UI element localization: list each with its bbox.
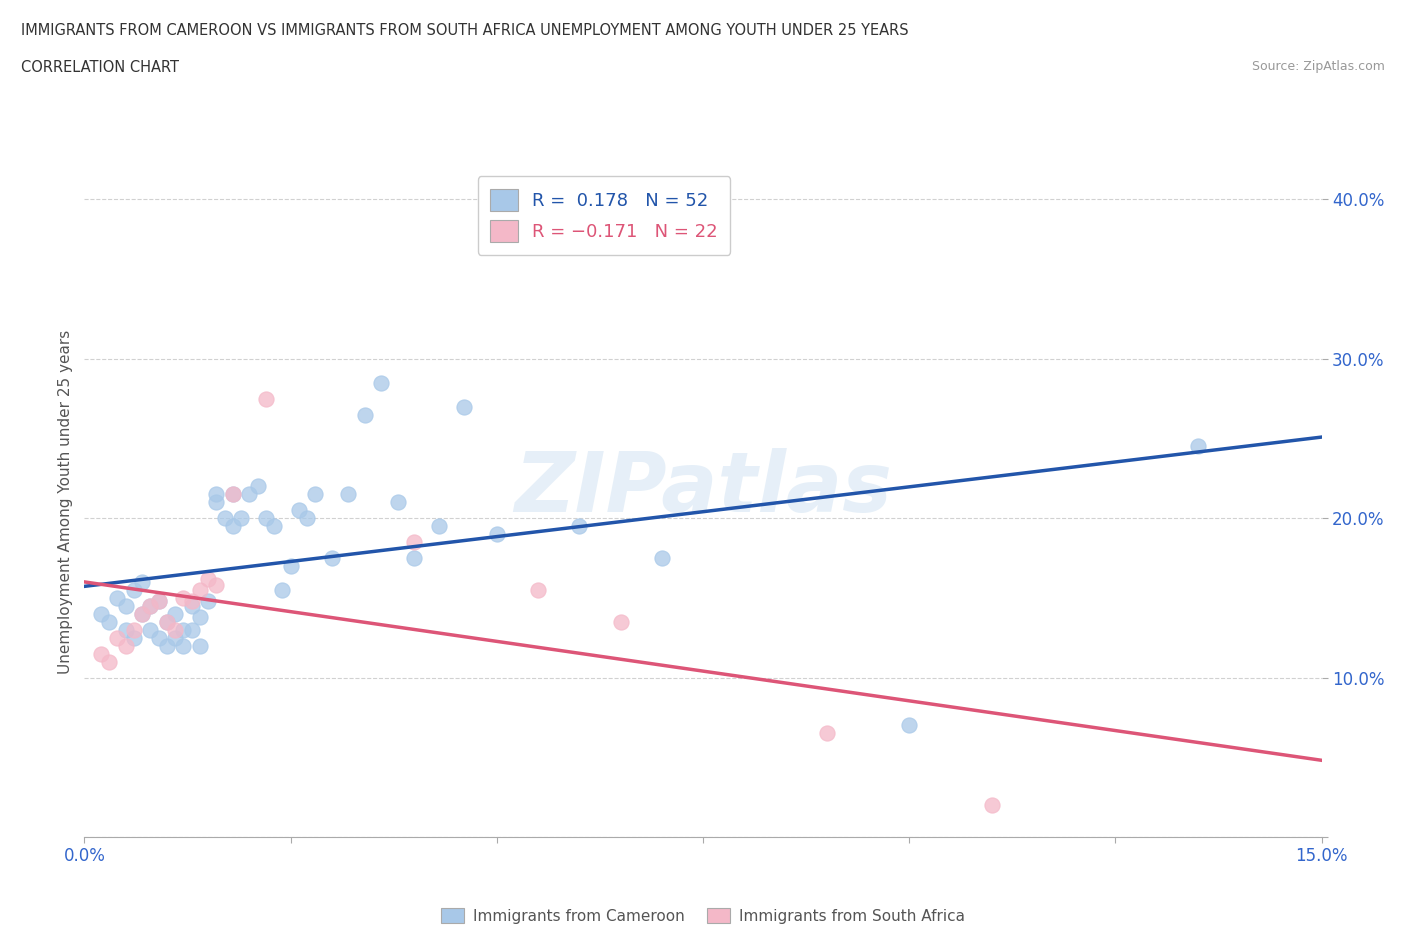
Point [105,591,128,605]
Point [288,503,311,518]
Point [172,638,194,653]
Point [427,519,450,534]
Point [246,479,269,494]
Point [815,726,838,741]
Point [271,582,294,597]
Point [222,486,245,501]
Point [98,654,121,669]
Point [122,582,145,597]
Point [898,718,921,733]
Point [387,495,409,510]
Point [527,582,550,597]
Point [156,638,179,653]
Point [238,486,260,501]
Point [485,526,508,541]
Point [148,593,170,608]
Point [90,606,112,621]
Point [172,622,194,637]
Point [254,392,277,406]
Point [353,407,375,422]
Point [453,399,475,414]
Point [254,511,277,525]
Point [131,575,153,590]
Point [337,486,360,501]
Text: Source: ZipAtlas.com: Source: ZipAtlas.com [1251,60,1385,73]
Point [139,598,162,613]
Point [122,631,145,645]
Point [280,559,302,574]
Point [205,486,228,501]
Point [321,551,343,565]
Point [156,615,179,630]
Point [114,598,136,613]
Point [114,638,136,653]
Point [148,593,170,608]
Point [180,622,202,637]
Point [651,551,673,565]
Point [188,638,211,653]
Text: CORRELATION CHART: CORRELATION CHART [21,60,179,75]
Point [114,622,136,637]
Point [131,606,153,621]
Point [165,622,187,637]
Point [263,519,285,534]
Point [197,571,219,586]
Point [609,615,631,630]
Point [980,798,1002,813]
Point [304,486,326,501]
Point [98,615,121,630]
Point [404,551,426,565]
Point [229,511,252,525]
Point [165,606,187,621]
Point [139,622,162,637]
Point [188,609,211,624]
Legend: Immigrants from Cameroon, Immigrants from South Africa: Immigrants from Cameroon, Immigrants fro… [434,901,972,930]
Point [122,622,145,637]
Point [105,631,128,645]
Text: ZIPatlas: ZIPatlas [515,448,891,529]
Point [222,519,245,534]
Point [370,375,392,390]
Point [205,578,228,592]
Point [214,511,236,525]
Point [156,615,179,630]
Point [148,631,170,645]
Point [180,593,202,608]
Point [404,535,426,550]
Point [139,598,162,613]
Text: IMMIGRANTS FROM CAMEROON VS IMMIGRANTS FROM SOUTH AFRICA UNEMPLOYMENT AMONG YOUT: IMMIGRANTS FROM CAMEROON VS IMMIGRANTS F… [21,23,908,38]
Point [205,495,228,510]
Point [295,511,318,525]
Point [1187,439,1209,454]
Point [197,593,219,608]
Point [568,519,591,534]
Point [222,486,245,501]
Point [180,598,202,613]
Point [90,646,112,661]
Point [188,582,211,597]
Point [172,591,194,605]
Point [131,606,153,621]
Point [165,631,187,645]
Y-axis label: Unemployment Among Youth under 25 years: Unemployment Among Youth under 25 years [58,330,73,674]
